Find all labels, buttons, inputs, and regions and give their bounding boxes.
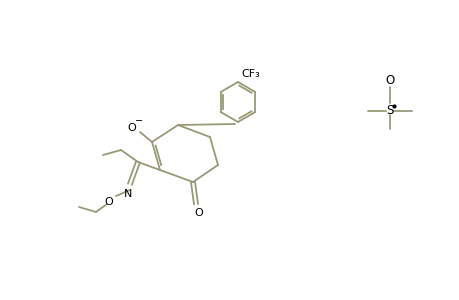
Text: O: O xyxy=(104,197,113,207)
Text: S: S xyxy=(386,104,393,118)
Text: O: O xyxy=(127,123,136,133)
Text: −: − xyxy=(134,116,143,126)
Text: O: O xyxy=(194,208,203,218)
Text: N: N xyxy=(123,189,132,199)
Text: O: O xyxy=(385,74,394,86)
Text: CF₃: CF₃ xyxy=(241,69,259,79)
